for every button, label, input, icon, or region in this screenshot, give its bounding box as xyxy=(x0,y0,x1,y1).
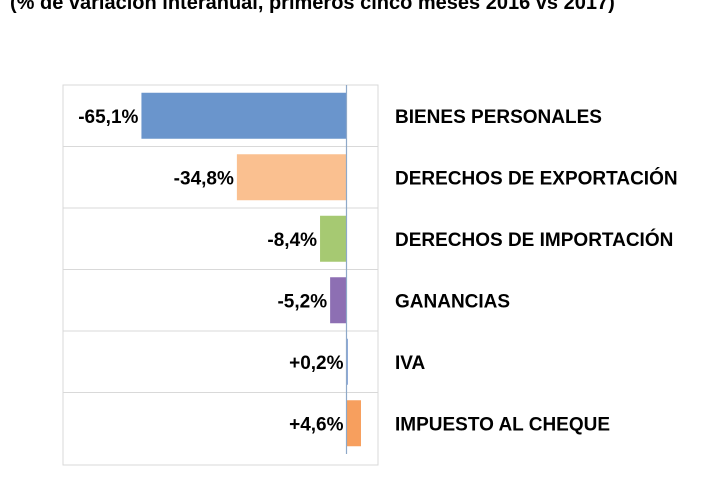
data-label: -65,1% xyxy=(78,107,138,128)
category-label: IMPUESTO AL CHEQUE xyxy=(395,414,610,435)
chart-title: (% de variación interanual, primeros cin… xyxy=(10,0,615,14)
category-label: BIENES PERSONALES xyxy=(395,107,602,128)
category-label: GANANCIAS xyxy=(395,291,510,312)
category-label: DERECHOS DE EXPORTACIÓN xyxy=(395,167,678,189)
data-label: -8,4% xyxy=(267,230,317,251)
bar xyxy=(236,154,347,201)
category-label: IVA xyxy=(395,353,426,374)
bar xyxy=(330,277,347,324)
bar xyxy=(346,400,361,447)
data-label: +0,2% xyxy=(289,353,344,374)
bar xyxy=(141,92,347,139)
bar xyxy=(320,215,347,262)
data-label: -5,2% xyxy=(277,291,327,312)
category-label: DERECHOS DE IMPORTACIÓN xyxy=(395,229,673,251)
value-labels-group: -65,1% -34,8% -8,4% -5,2% +0,2% +4,6% xyxy=(78,107,343,436)
plot-area xyxy=(62,84,379,466)
data-label: +4,6% xyxy=(289,414,344,435)
bars-group xyxy=(141,92,361,447)
bar xyxy=(346,338,348,385)
data-label: -34,8% xyxy=(174,168,234,189)
category-labels-group: BIENES PERSONALES DERECHOS DE EXPORTACIÓN… xyxy=(395,107,678,436)
row-separators xyxy=(63,146,378,393)
